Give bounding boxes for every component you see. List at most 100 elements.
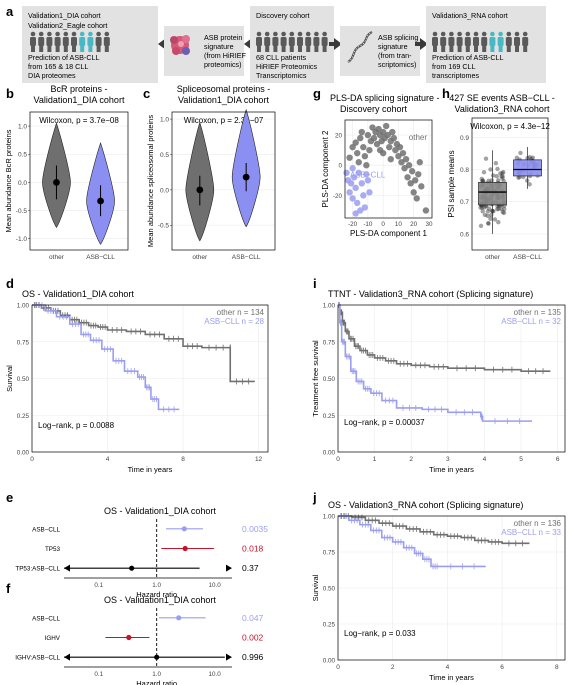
x-axis-label: Time in years xyxy=(429,465,474,474)
right-box-text-1: Prediction of ASB-CLL xyxy=(432,53,504,62)
scatter-point xyxy=(366,189,373,196)
person-head-icon xyxy=(305,31,311,37)
x-tick-label: 4 xyxy=(483,456,487,463)
jitter-point xyxy=(489,212,494,218)
person-head-icon xyxy=(490,31,495,37)
y-tick-label: 1.00 xyxy=(323,514,336,521)
scatter-point xyxy=(422,207,430,214)
jitter-point xyxy=(482,205,487,210)
y-axis-label: PLS-DA component 2 xyxy=(321,130,330,207)
jitter-point xyxy=(479,205,485,210)
person-legs-icon xyxy=(465,45,470,52)
forest-chart-ighv: OS - Validation1_DIA cohort 0.1 1.0 10.0 ASB… xyxy=(15,595,263,685)
scatter-point xyxy=(402,156,410,163)
person-legs-icon xyxy=(457,45,462,52)
person-body-icon xyxy=(473,37,479,46)
scatter-point xyxy=(358,180,365,187)
person-head-icon xyxy=(273,31,278,37)
scatter-point xyxy=(350,174,358,181)
x-tick-label: 8 xyxy=(555,664,559,671)
x-tick-label: 0 xyxy=(336,456,340,463)
person-body-icon xyxy=(54,37,61,46)
jitter-point xyxy=(527,182,532,187)
plot-frame xyxy=(471,117,549,251)
people-icon xyxy=(432,31,529,52)
jitter-point xyxy=(485,209,491,214)
person-body-icon xyxy=(456,37,463,46)
y-tick-label: -20 xyxy=(333,193,343,200)
panel-letter-d: d xyxy=(6,276,14,291)
person-legs-icon xyxy=(88,45,93,52)
y-axis-label: Mean abundance BcR proteins xyxy=(4,129,13,232)
jitter-point xyxy=(525,178,530,183)
legend-asb: ASB−CLL n = 33 xyxy=(501,528,561,537)
y-tick-label: 1.0 xyxy=(160,117,169,124)
forest-chart-tp53: OS - Validation1_DIA cohort 0.1 1.0 10.0 ASB… xyxy=(15,506,268,599)
jitter-point xyxy=(496,178,501,183)
x-tick-label: 12 xyxy=(255,456,263,463)
panel-letter-j: j xyxy=(312,490,317,505)
y-tick-label: 0.25 xyxy=(323,622,336,629)
scatter-point xyxy=(346,154,353,161)
box-body xyxy=(513,159,542,177)
person-body-icon xyxy=(95,37,102,46)
scatter-point xyxy=(354,149,361,157)
person-head-icon xyxy=(514,31,520,37)
jitter-point xyxy=(518,150,523,156)
right-box-title: Validation3_RNA cohort xyxy=(432,11,508,20)
jitter-point xyxy=(478,223,484,229)
person-body-icon xyxy=(432,37,438,46)
forest-p-value: 0.047 xyxy=(242,613,264,623)
scatter-point xyxy=(352,139,359,146)
y-axis-label: Treatment free survival xyxy=(311,340,320,417)
person-head-icon xyxy=(506,31,512,37)
person-legs-icon xyxy=(441,45,446,52)
chart-title: PLS-DA splicing signature - xyxy=(330,93,440,103)
right-box-text-3: transcriptomes xyxy=(432,71,480,80)
plot-frame xyxy=(31,304,269,453)
survival-chart-os-dia: OS - Validation1_DIA cohort 0 4 8 12 1.00 0.75… xyxy=(5,289,269,474)
logrank-annotation: Log−rank, p = 0.00037 xyxy=(344,418,425,427)
forest-row-label: IGHV xyxy=(45,635,61,642)
y-axis-label: Mean abundance spliceosomal proteins xyxy=(146,115,155,247)
x-axis-label: PLS-DA component 1 xyxy=(350,229,427,238)
person-legs-icon xyxy=(482,45,487,52)
jitter-point xyxy=(498,171,503,176)
scatter-point xyxy=(355,169,362,176)
y-tick-label: 1.00 xyxy=(323,303,336,310)
scatter-point xyxy=(349,143,356,151)
median-point xyxy=(53,179,60,186)
ci-arrow-right xyxy=(226,564,232,572)
person-body-icon xyxy=(481,37,488,46)
protein-box-text-3: (from HiRIEF xyxy=(204,51,247,60)
scatter-point xyxy=(346,189,353,196)
jitter-point xyxy=(501,210,507,216)
jitter-point xyxy=(502,206,507,212)
ci-arrow-left xyxy=(64,564,70,572)
jitter-point xyxy=(501,169,506,175)
person-head-icon xyxy=(457,31,462,37)
forest-p-value: 0.018 xyxy=(242,544,264,554)
median-point xyxy=(242,173,250,181)
scatter-point xyxy=(358,128,365,136)
scatter-point xyxy=(387,156,394,163)
panel-letter-a: a xyxy=(6,4,14,19)
y-tick-label: 0.0 xyxy=(160,187,169,194)
person-body-icon xyxy=(305,37,312,46)
scatter-point xyxy=(408,168,416,175)
plot-frame xyxy=(337,304,566,453)
panel-letter-b: b xyxy=(6,86,14,101)
scatter-point xyxy=(363,171,370,178)
scatter-point xyxy=(349,165,356,172)
person-body-icon xyxy=(522,37,529,46)
y-axis-label: Survival xyxy=(311,574,320,601)
person-head-icon xyxy=(498,31,503,37)
box-body xyxy=(478,182,507,206)
right-box-text-2: from 169 CLL xyxy=(432,62,476,71)
protein-blob-icon xyxy=(170,35,190,55)
scatter-point xyxy=(357,134,364,142)
x-tick-label: ASB−CLL xyxy=(86,254,115,261)
x-tick-label: 6 xyxy=(500,664,504,671)
forest-row-label: ASB−CLL xyxy=(32,615,60,622)
person-legs-icon xyxy=(96,45,101,52)
